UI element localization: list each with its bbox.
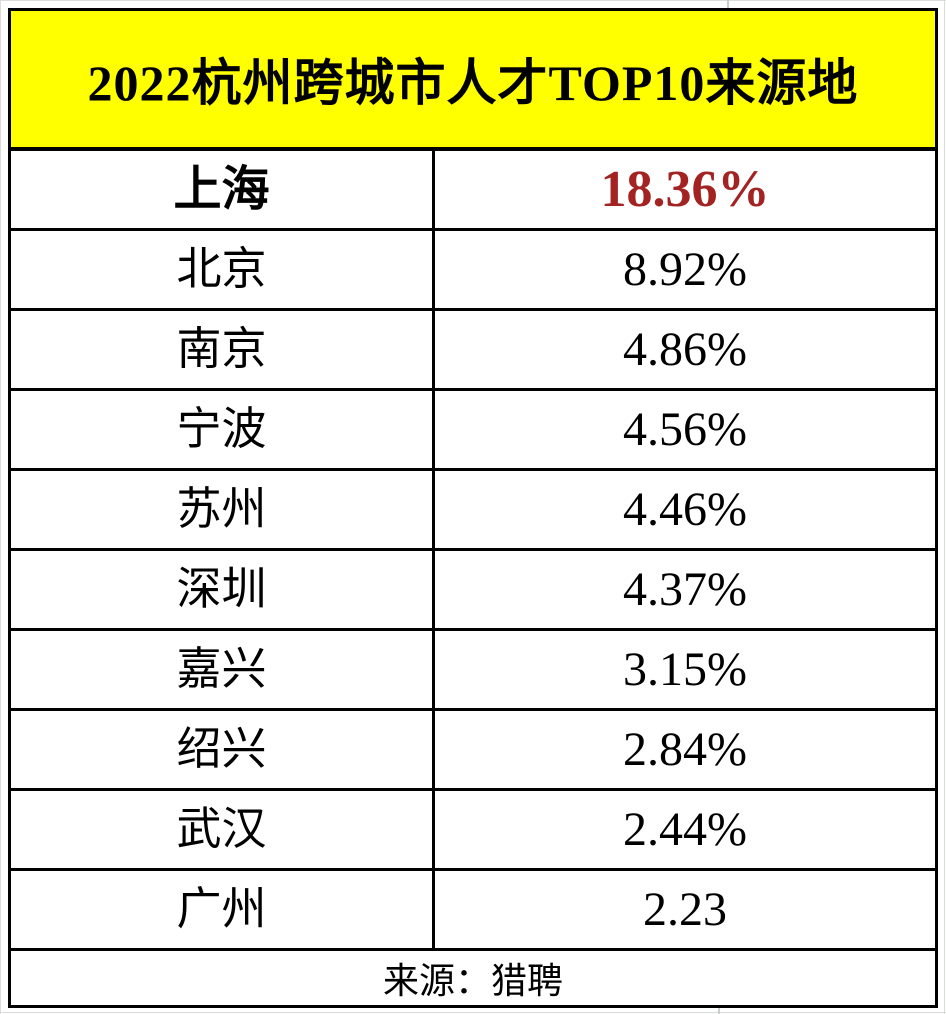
value-cell: 3.15% bbox=[435, 631, 935, 708]
value-cell: 2.44% bbox=[435, 791, 935, 868]
city-label: 宁波 bbox=[176, 404, 267, 454]
value-cell: 4.56% bbox=[435, 391, 935, 468]
table-row: 北京 8.92% bbox=[11, 231, 935, 311]
value-label: 18.36% bbox=[600, 160, 770, 218]
table-row: 苏州 4.46% bbox=[11, 471, 935, 551]
value-cell: 4.37% bbox=[435, 551, 935, 628]
city-label: 南京 bbox=[176, 324, 267, 374]
table-row: 南京 4.86% bbox=[11, 311, 935, 391]
value-cell: 4.86% bbox=[435, 311, 935, 388]
city-cell: 北京 bbox=[11, 231, 435, 308]
city-label: 嘉兴 bbox=[176, 644, 267, 694]
city-label: 苏州 bbox=[176, 484, 267, 534]
table-body: 上海 18.36% 北京 8.92% 南京 4.86% 宁波 4.56% 苏州 bbox=[11, 151, 935, 951]
value-label: 4.86% bbox=[623, 322, 747, 376]
city-label: 武汉 bbox=[176, 804, 267, 854]
value-label: 2.84% bbox=[623, 722, 747, 776]
city-cell: 苏州 bbox=[11, 471, 435, 548]
value-label: 4.46% bbox=[623, 482, 747, 536]
city-cell: 深圳 bbox=[11, 551, 435, 628]
gridline-tick-top bbox=[727, 0, 729, 8]
gridline-right bbox=[944, 0, 945, 1014]
value-label: 8.92% bbox=[623, 242, 747, 296]
gridline-bottom bbox=[0, 1012, 946, 1013]
talent-source-table: 2022杭州跨城市人才TOP10来源地 上海 18.36% 北京 8.92% 南… bbox=[8, 8, 938, 1008]
value-label: 2.23 bbox=[643, 882, 727, 936]
city-label: 深圳 bbox=[176, 564, 267, 614]
city-cell: 宁波 bbox=[11, 391, 435, 468]
gridline-top bbox=[0, 0, 946, 1]
value-label: 2.44% bbox=[623, 802, 747, 856]
city-label: 上海 bbox=[173, 162, 270, 216]
city-cell: 南京 bbox=[11, 311, 435, 388]
table-row: 武汉 2.44% bbox=[11, 791, 935, 871]
table-title: 2022杭州跨城市人才TOP10来源地 bbox=[11, 11, 935, 151]
value-cell: 18.36% bbox=[435, 151, 935, 228]
city-cell: 上海 bbox=[11, 151, 435, 228]
gridline-tick-bottom bbox=[718, 1007, 720, 1014]
city-cell: 武汉 bbox=[11, 791, 435, 868]
table-row: 绍兴 2.84% bbox=[11, 711, 935, 791]
value-label: 4.56% bbox=[623, 402, 747, 456]
city-cell: 广州 bbox=[11, 871, 435, 948]
table-row: 上海 18.36% bbox=[11, 151, 935, 231]
value-cell: 2.84% bbox=[435, 711, 935, 788]
city-label: 绍兴 bbox=[176, 724, 267, 774]
table-row: 广州 2.23 bbox=[11, 871, 935, 951]
city-cell: 嘉兴 bbox=[11, 631, 435, 708]
table-row: 嘉兴 3.15% bbox=[11, 631, 935, 711]
city-label: 北京 bbox=[176, 244, 267, 294]
gridline-left bbox=[0, 0, 1, 1014]
value-label: 4.37% bbox=[623, 562, 747, 616]
city-cell: 绍兴 bbox=[11, 711, 435, 788]
value-cell: 2.23 bbox=[435, 871, 935, 948]
value-cell: 4.46% bbox=[435, 471, 935, 548]
source-note: 来源：猎聘 bbox=[382, 961, 563, 1001]
value-cell: 8.92% bbox=[435, 231, 935, 308]
value-label: 3.15% bbox=[623, 642, 747, 696]
city-label: 广州 bbox=[176, 884, 267, 934]
table-row: 深圳 4.37% bbox=[11, 551, 935, 631]
table-row: 宁波 4.56% bbox=[11, 391, 935, 471]
